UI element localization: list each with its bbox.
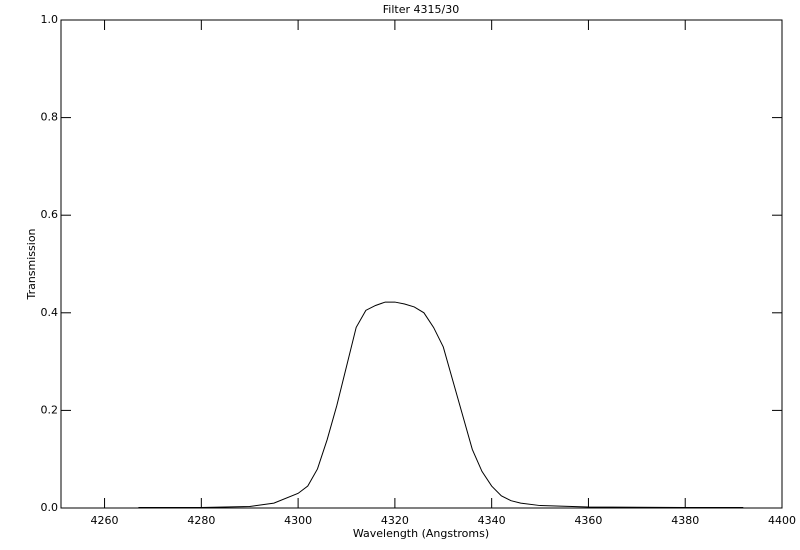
x-tick-label: 4320 (381, 514, 409, 527)
x-tick-label: 4340 (478, 514, 506, 527)
x-axis-label: Wavelength (Angstroms) (353, 527, 489, 540)
y-axis-label: Transmission (25, 228, 38, 300)
x-tick-label: 4400 (768, 514, 796, 527)
plot-frame (60, 19, 783, 509)
x-tick-label: 4260 (91, 514, 119, 527)
data-line (138, 301, 744, 509)
y-tick-label: 0.8 (41, 111, 59, 124)
y-tick-label: 0.4 (41, 306, 59, 319)
y-tick-label: 1.0 (41, 13, 59, 26)
y-tick-label: 0.0 (41, 501, 59, 514)
x-tick-label: 4280 (187, 514, 215, 527)
x-tick-label: 4360 (574, 514, 602, 527)
x-tick-label: 4300 (284, 514, 312, 527)
y-tick-label: 0.6 (41, 208, 59, 221)
chart-title: Filter 4315/30 (383, 3, 459, 16)
y-tick-label: 0.2 (41, 403, 59, 416)
x-tick-label: 4380 (671, 514, 699, 527)
